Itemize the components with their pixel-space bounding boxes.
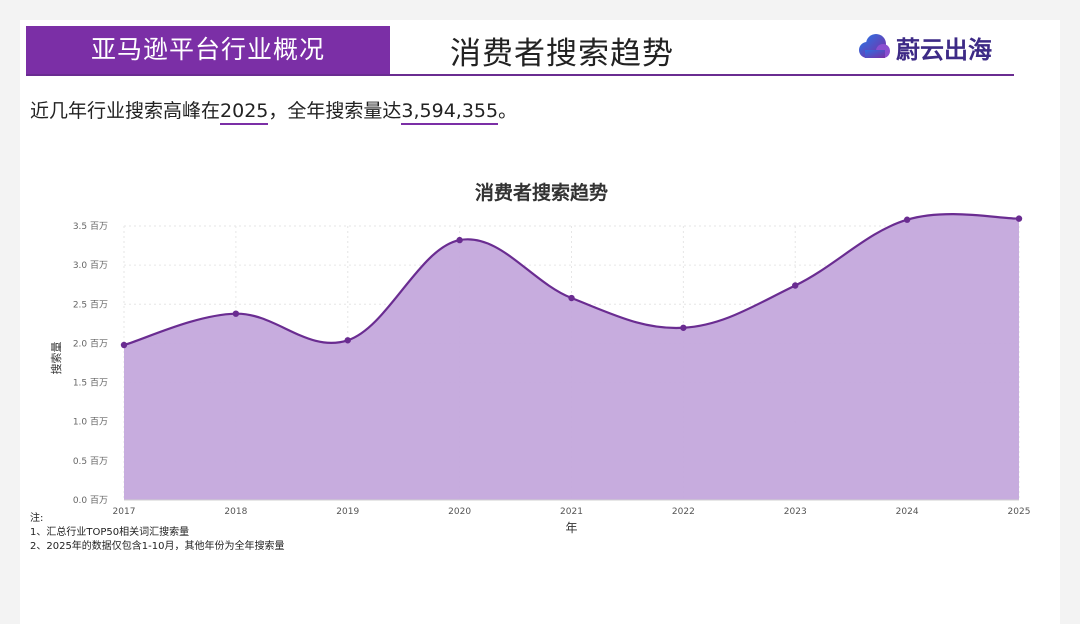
- x-tick-label: 2024: [896, 507, 919, 517]
- brand-logo: 蔚云出海: [856, 30, 992, 64]
- summary-peak-value: 3,594,355: [401, 100, 499, 125]
- x-tick-label: 2017: [113, 507, 136, 517]
- y-tick-label: 0.0 百万: [73, 495, 108, 506]
- x-tick-label: 2025: [1008, 507, 1031, 517]
- note-line-1: 1、汇总行业TOP50相关词汇搜索量: [30, 527, 190, 538]
- summary-prefix: 近几年行业搜索高峰在: [30, 100, 221, 122]
- y-tick-label: 2.0 百万: [73, 338, 108, 349]
- data-point: [903, 216, 911, 223]
- data-point: [680, 324, 687, 331]
- x-tick-label: 2018: [224, 507, 247, 517]
- data-point: [120, 341, 128, 349]
- note-line-2: 2、2025年的数据仅包含1-10月，其他年份为全年搜索量: [30, 541, 285, 552]
- summary-peak-year: 2025: [220, 100, 269, 125]
- data-point: [456, 236, 463, 244]
- footnotes: 注: 1、汇总行业TOP50相关词汇搜索量 2、2025年的数据仅包含1-10月…: [30, 512, 285, 554]
- data-point: [792, 282, 799, 289]
- x-tick-label: 2020: [448, 507, 471, 517]
- summary-text: 近几年行业搜索高峰在2025，全年搜索量达3,594,355。: [30, 96, 518, 125]
- y-tick-label: 1.0 百万: [73, 417, 108, 428]
- y-tick-label: 2.5 百万: [73, 299, 108, 310]
- chart-title: 消费者搜索趋势: [475, 181, 608, 204]
- data-point: [232, 310, 240, 317]
- cloud-logo-icon: [859, 34, 890, 58]
- data-point: [568, 294, 575, 302]
- summary-suffix: 。: [498, 100, 518, 122]
- header-divider: [26, 74, 1014, 76]
- y-tick-label: 3.5 百万: [73, 221, 108, 232]
- search-trend-chart: 消费者搜索趋势 0.0 百万 0.5 百万 1.0 百万 1.5 百万 2.0 百万 2.5…: [49, 181, 1031, 535]
- x-tick-label: 2021: [560, 507, 583, 517]
- notes-heading: 注:: [30, 513, 44, 524]
- x-tick-label: 2023: [784, 507, 807, 517]
- y-tick-label: 0.5 百万: [73, 456, 108, 467]
- y-axis-label: 搜索量: [49, 342, 63, 375]
- page-title: 消费者搜索趋势: [450, 36, 674, 72]
- data-point: [1015, 215, 1023, 222]
- section-banner: 亚马逊平台行业概况: [26, 26, 390, 74]
- data-point: [344, 337, 351, 344]
- summary-middle: ，全年搜索量达: [268, 100, 402, 122]
- x-axis-label: 年: [565, 521, 577, 535]
- x-tick-label: 2019: [336, 507, 359, 517]
- brand-name: 蔚云出海: [896, 35, 992, 64]
- y-tick-label: 1.5 百万: [73, 378, 108, 389]
- y-tick-label: 3.0 百万: [73, 260, 108, 271]
- x-tick-label: 2022: [672, 507, 695, 517]
